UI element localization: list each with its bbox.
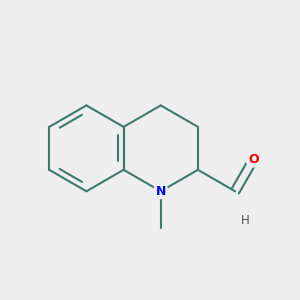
Circle shape xyxy=(154,184,168,199)
Circle shape xyxy=(240,214,252,226)
Circle shape xyxy=(246,152,261,167)
Text: N: N xyxy=(156,185,166,198)
Text: O: O xyxy=(248,153,259,166)
Text: H: H xyxy=(241,214,250,227)
